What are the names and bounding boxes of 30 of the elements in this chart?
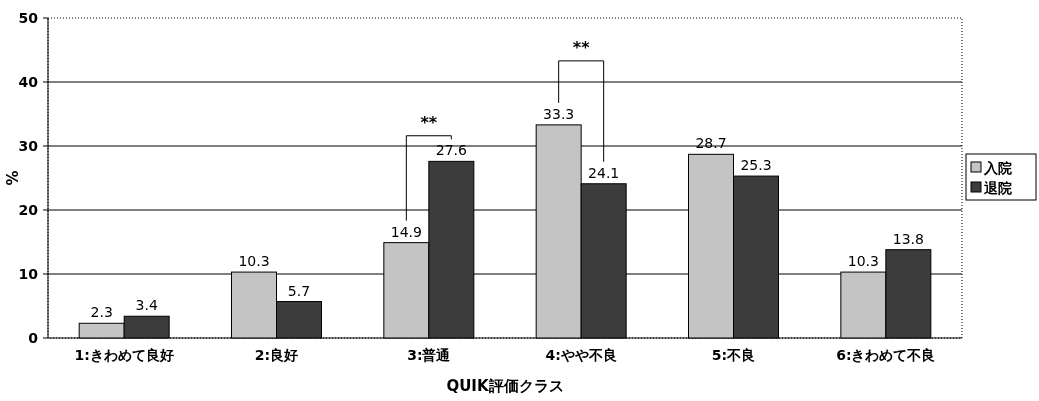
data-label: 5.7 [287, 282, 311, 299]
data-label: 27.6 [435, 142, 468, 159]
data-label: 10.3 [238, 253, 270, 270]
y-tick-label: 20 [18, 202, 39, 218]
data-label: 14.9 [390, 223, 422, 240]
data-label: 2.3 [90, 304, 113, 321]
annotation: ** [420, 112, 438, 132]
data-label: 24.1 [588, 164, 620, 181]
data-label: 13.8 [892, 230, 924, 247]
y-axis-title: % [4, 170, 22, 186]
data-label: 28.7 [695, 135, 727, 152]
x-tick-label: 1:きわめて良好 [74, 347, 174, 363]
data-label: 3.4 [135, 297, 158, 314]
y-tick-label: 0 [28, 330, 39, 346]
y-tick-label: 30 [18, 138, 39, 154]
y-tick-label: 40 [18, 74, 39, 90]
x-axis-title: QUIK評価クラス [446, 377, 564, 395]
annotation: ** [572, 37, 591, 57]
x-tick-label: 6:きわめて不良 [836, 347, 936, 363]
legend-label: 退院 [983, 180, 1012, 196]
x-tick-label: 4:やや不良 [545, 347, 617, 363]
x-tick-label: 2:良好 [254, 347, 299, 363]
y-tick-label: 50 [18, 10, 39, 26]
legend-label: 入院 [983, 160, 1012, 176]
x-tick-label: 3:普通 [407, 347, 452, 363]
data-label: 25.3 [740, 157, 772, 174]
data-label: 33.3 [543, 105, 575, 122]
data-label: 10.3 [847, 253, 879, 270]
x-tick-label: 5:不良 [711, 347, 756, 363]
y-tick-label: 10 [18, 266, 39, 282]
